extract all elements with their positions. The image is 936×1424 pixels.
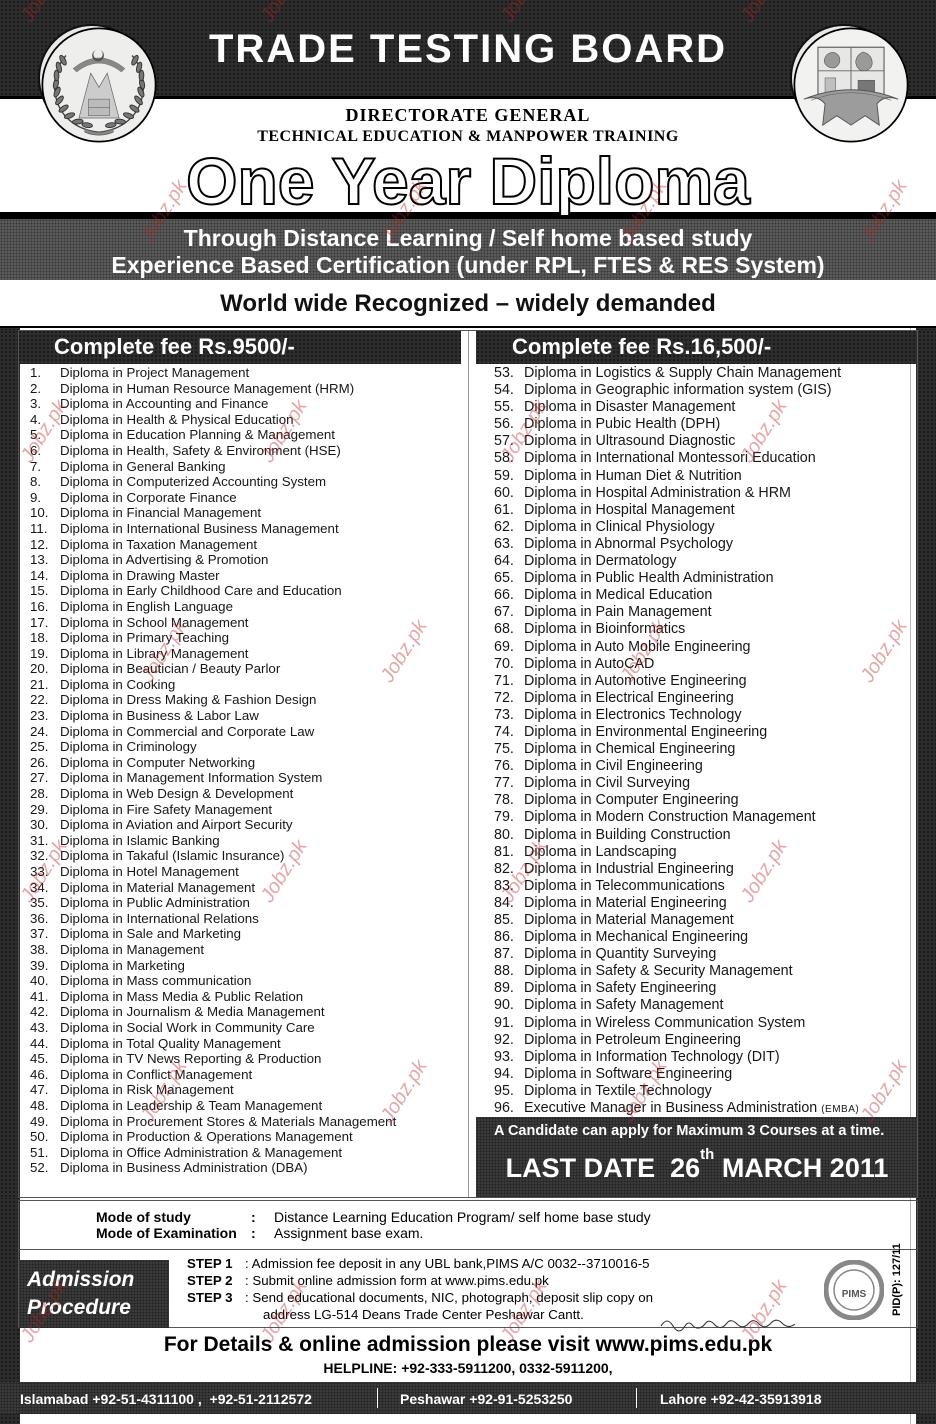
- svg-text:PIMS: PIMS: [842, 1289, 867, 1300]
